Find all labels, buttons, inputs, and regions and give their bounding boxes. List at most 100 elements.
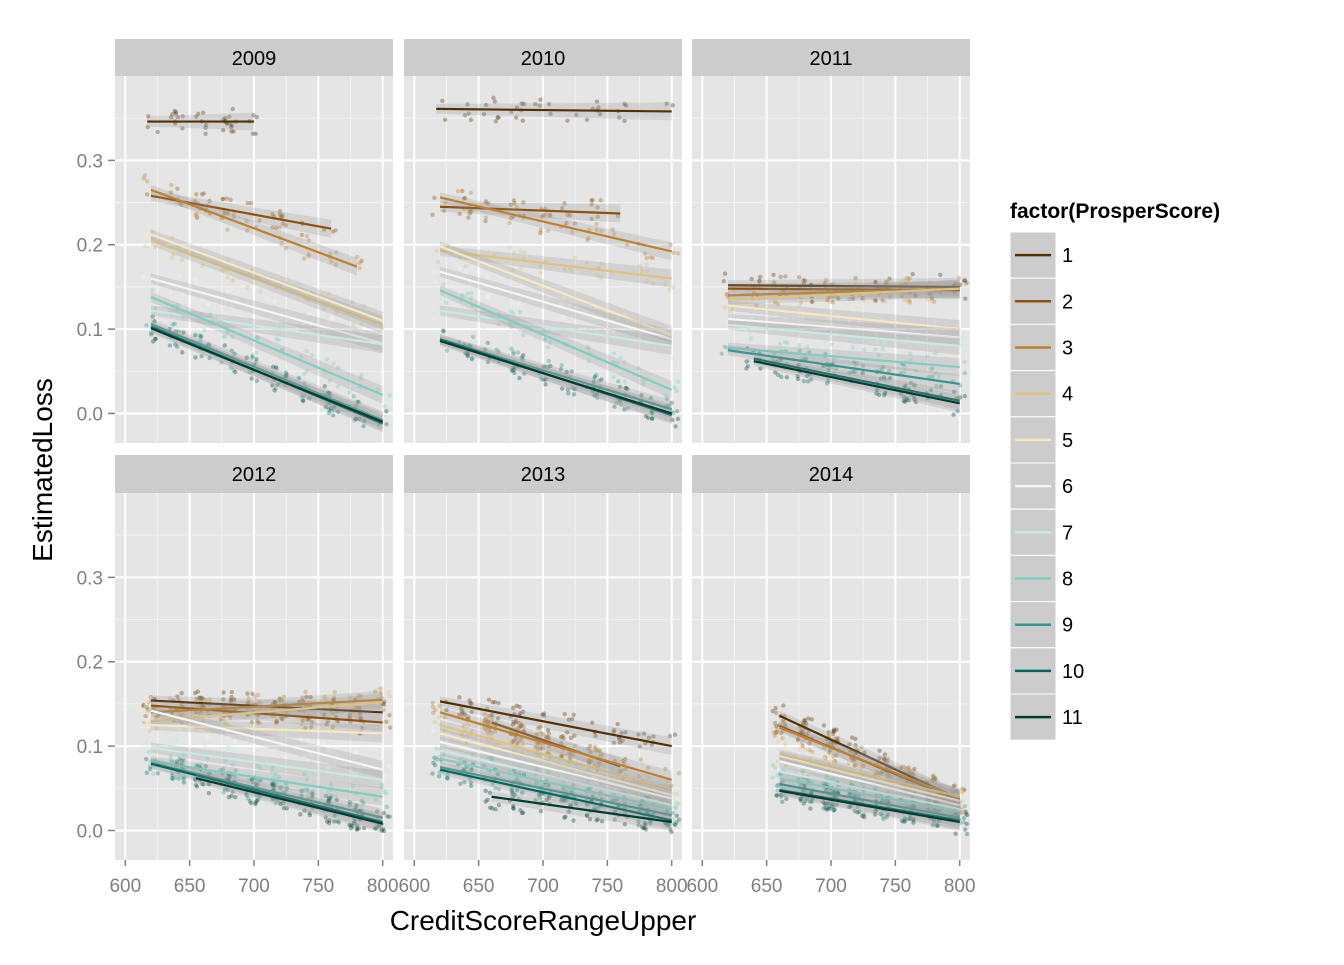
data-point <box>197 695 203 700</box>
data-point <box>489 712 495 718</box>
data-point <box>828 806 833 812</box>
data-point <box>519 810 525 816</box>
data-point <box>535 741 541 746</box>
data-point <box>153 336 158 341</box>
data-point <box>277 734 283 740</box>
data-point <box>440 98 445 104</box>
data-point <box>199 704 204 709</box>
data-point <box>459 709 465 714</box>
data-point <box>771 771 777 777</box>
data-point <box>907 351 913 356</box>
data-point <box>384 325 389 330</box>
data-point <box>621 330 627 336</box>
data-point <box>872 347 878 352</box>
data-point <box>598 762 604 768</box>
data-point <box>586 746 591 751</box>
data-point <box>253 350 259 356</box>
data-point <box>445 302 450 307</box>
data-point <box>799 768 804 774</box>
confidence-band <box>151 756 383 806</box>
confidence-band <box>440 192 672 261</box>
data-point <box>903 349 908 355</box>
data-point <box>273 771 278 777</box>
data-point <box>282 374 287 379</box>
data-point <box>444 775 450 780</box>
fit-line-score-10 <box>150 762 383 824</box>
data-point <box>380 826 386 832</box>
data-point <box>229 698 234 703</box>
data-point <box>638 757 643 762</box>
data-point <box>622 810 628 816</box>
data-point <box>758 366 763 371</box>
data-point <box>148 694 154 700</box>
data-point <box>176 755 181 760</box>
data-point <box>493 119 499 124</box>
data-point <box>175 186 180 191</box>
data-point <box>302 735 307 740</box>
data-point <box>226 719 231 725</box>
data-point <box>332 819 337 824</box>
data-point <box>281 336 287 341</box>
data-point <box>546 769 551 775</box>
data-point <box>460 188 465 194</box>
data-point <box>283 223 289 228</box>
data-point <box>930 374 935 379</box>
data-point <box>538 769 543 774</box>
data-point <box>954 324 959 329</box>
data-point <box>567 303 572 309</box>
data-point <box>848 781 853 786</box>
data-point <box>611 740 617 745</box>
data-point <box>541 713 547 718</box>
data-point <box>641 731 647 736</box>
data-point <box>541 328 546 334</box>
data-point <box>574 325 579 331</box>
data-point <box>357 714 362 719</box>
data-point <box>458 781 463 787</box>
data-point <box>799 739 804 745</box>
data-point <box>567 802 573 808</box>
data-point <box>203 763 208 769</box>
data-point <box>770 708 776 714</box>
data-point <box>272 783 277 788</box>
data-point <box>173 329 179 334</box>
x-tick-label: 800 <box>367 876 399 897</box>
data-point <box>330 315 335 321</box>
data-point <box>560 205 565 211</box>
data-point <box>962 278 968 283</box>
data-point <box>728 312 733 317</box>
data-point <box>562 267 567 272</box>
data-point <box>181 292 186 297</box>
data-point <box>670 417 675 423</box>
data-point <box>807 747 812 753</box>
data-point <box>824 773 829 778</box>
data-point <box>547 794 552 799</box>
data-point <box>492 773 497 778</box>
data-point <box>386 312 392 318</box>
data-point <box>361 424 366 429</box>
data-point <box>379 785 384 790</box>
data-point <box>177 235 182 241</box>
data-point <box>298 812 303 817</box>
data-point <box>168 115 174 120</box>
confidence-band <box>728 279 960 301</box>
data-point <box>321 742 327 747</box>
data-point <box>301 393 307 398</box>
data-point <box>805 379 811 384</box>
data-point <box>352 418 357 423</box>
data-point <box>355 254 360 260</box>
facet-panel-2014: 2014 <box>692 455 970 860</box>
data-point <box>962 282 968 287</box>
data-point <box>847 296 853 302</box>
data-point <box>821 806 826 811</box>
data-point <box>253 713 258 719</box>
data-point <box>445 772 450 777</box>
data-point <box>434 746 439 751</box>
data-point <box>522 332 527 337</box>
legend-label: 11 <box>1062 707 1083 729</box>
data-point <box>826 368 831 373</box>
data-point <box>850 296 856 301</box>
data-point <box>384 719 389 724</box>
data-point <box>616 379 621 384</box>
